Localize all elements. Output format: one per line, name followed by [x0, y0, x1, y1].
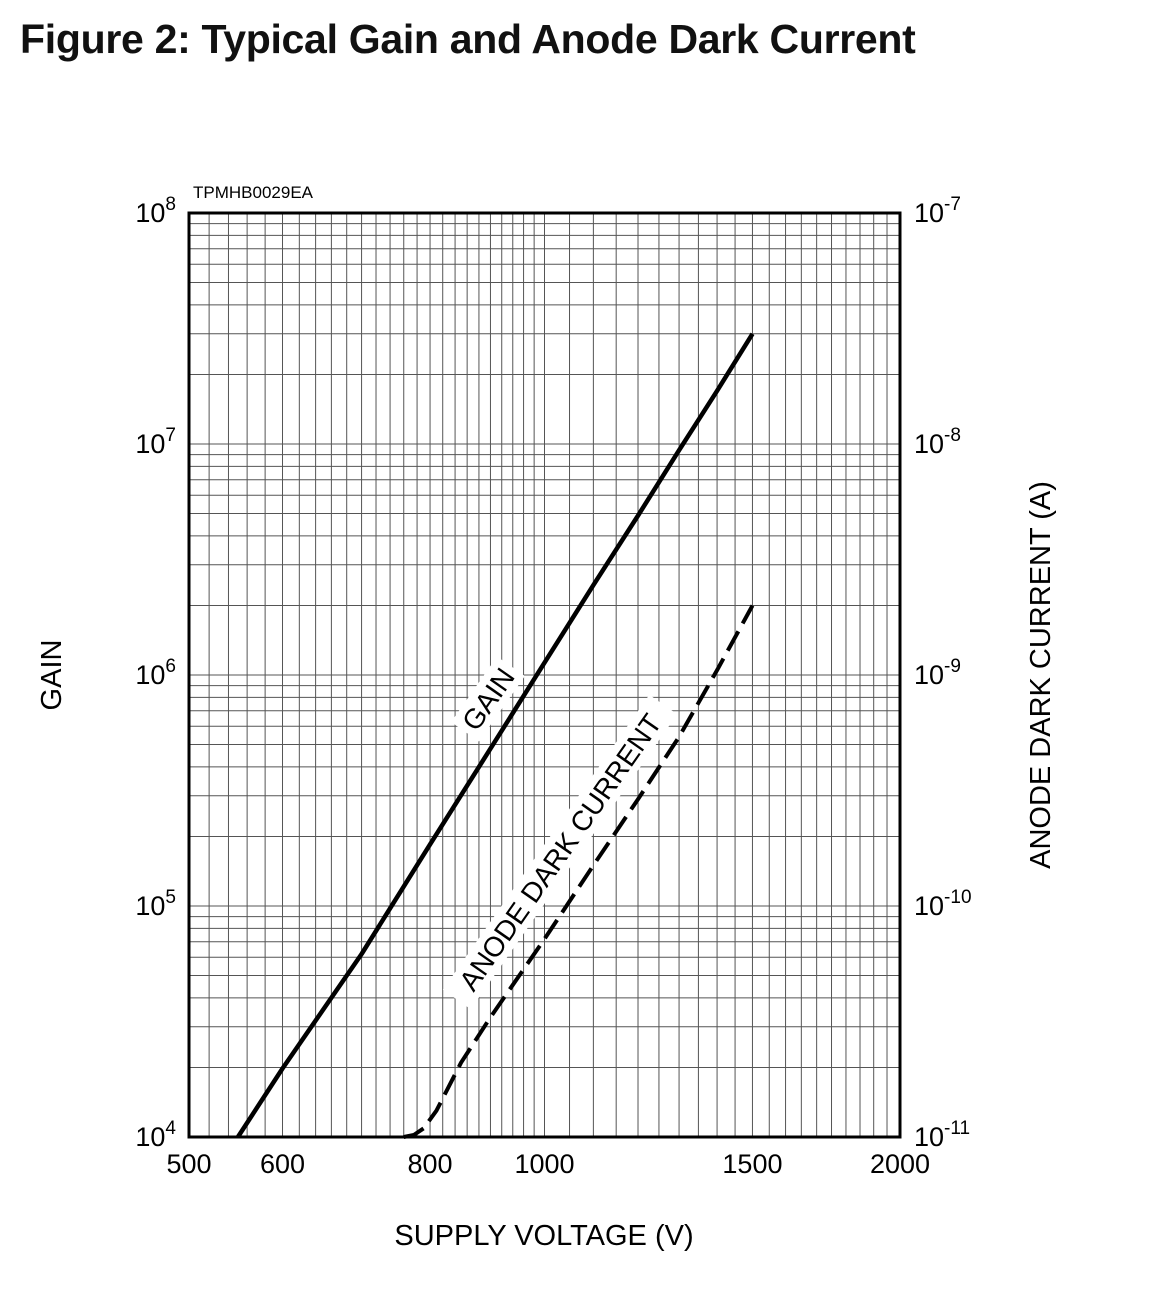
series-layer — [236, 332, 755, 1139]
gain-series-label: GAIN — [451, 656, 525, 742]
y-axis-label: GAIN — [36, 640, 68, 711]
y-tick-label: 105 — [135, 887, 176, 921]
figure-title: Figure 2: Typical Gain and Anode Dark Cu… — [20, 16, 916, 62]
y2-tick-label: 10-7 — [914, 194, 961, 228]
dark-current-series-label-text: ANODE DARK CURRENT — [453, 708, 668, 996]
y2-tick-label: 10-9 — [914, 656, 961, 690]
gain-line — [236, 332, 755, 1139]
y2-tick-label: 10-10 — [914, 887, 972, 921]
grid — [189, 213, 900, 1137]
x-tick-label: 2000 — [870, 1149, 930, 1179]
y-tick-label: 107 — [135, 425, 176, 459]
plot-frame — [187, 211, 902, 1139]
y-tick-label: 104 — [135, 1118, 176, 1152]
y-tick-label: 106 — [135, 656, 176, 690]
gain-series-label-bg — [451, 656, 525, 742]
x-axis-label: SUPPLY VOLTAGE (V) — [394, 1220, 693, 1252]
x-tick-label: 600 — [260, 1149, 305, 1179]
y2-tick-label: 10-11 — [914, 1118, 970, 1152]
figure-code: TPMHB0029EA — [193, 183, 314, 202]
y2-tick-label: 10-8 — [914, 425, 961, 459]
x-tick-label: 800 — [408, 1149, 453, 1179]
x-tick-label: 1500 — [722, 1149, 782, 1179]
y2-axis-label: ANODE DARK CURRENT (A) — [1025, 481, 1057, 869]
dark-current-series-label: ANODE DARK CURRENT — [442, 694, 678, 1010]
x-tick-label: 1000 — [514, 1149, 574, 1179]
dark-current-line — [403, 604, 755, 1139]
gain-series-label-text: GAIN — [456, 662, 521, 736]
x-tick-label: 500 — [166, 1149, 211, 1179]
y-tick-label: 108 — [135, 194, 176, 228]
dark-current-series-label-bg — [442, 694, 678, 1010]
